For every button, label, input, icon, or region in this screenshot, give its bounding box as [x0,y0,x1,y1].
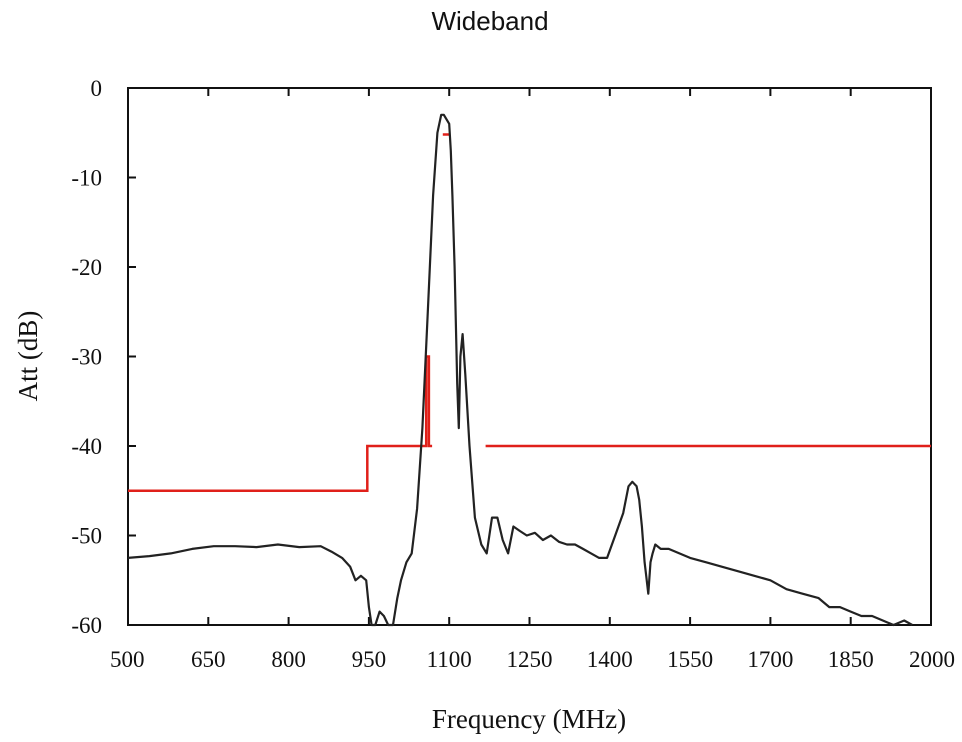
x-tick-label: 2000 [909,647,955,672]
y-axis-label: Att (dB) [13,311,43,402]
x-tick-label: 1100 [427,647,472,672]
x-axis-label: Frequency (MHz) [432,704,626,734]
x-tick-label: 1700 [747,647,793,672]
y-tick-label: -60 [71,613,102,638]
y-tick-label: -30 [71,345,102,370]
x-tick-label: 1400 [587,647,633,672]
y-tick-label: -40 [71,434,102,459]
spec-mask [128,133,931,493]
x-tick-labels: 500 650 800 950 1100 1250 1400 1550 1700 1850 2000 [110,647,955,672]
chart-title: Wideband [431,6,548,36]
x-tick-label: 1550 [667,647,713,672]
x-tick-label: 650 [191,647,226,672]
plot-frame [127,87,932,626]
y-tick-label: -10 [71,166,102,191]
tick-marks [127,87,932,626]
response-trace [127,113,913,627]
response-line [127,113,913,627]
x-tick-label: 1250 [507,647,553,672]
y-tick-labels: 0 -10 -20 -30 -40 -50 -60 [71,76,102,638]
y-tick-label: -50 [71,524,102,549]
y-tick-label: -20 [71,255,102,280]
x-tick-label: 500 [110,647,145,672]
x-tick-label: 800 [271,647,306,672]
mask-line [128,355,433,493]
y-tick-label: 0 [91,76,103,101]
plot-area [127,87,932,627]
x-tick-label: 1850 [828,647,874,672]
x-tick-label: 950 [352,647,387,672]
